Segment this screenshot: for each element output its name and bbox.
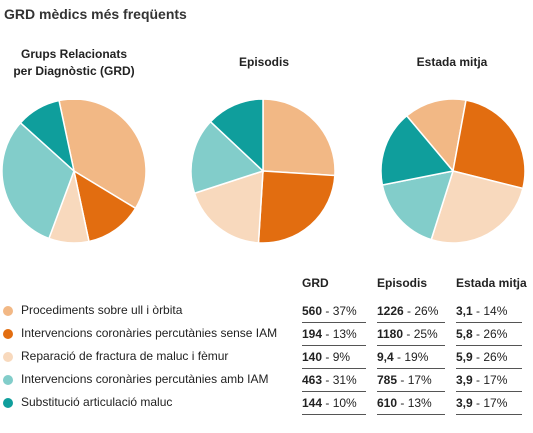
cell-episodis-pct: - 25% xyxy=(403,327,438,341)
cell-estada-value: 3,1 xyxy=(456,304,473,318)
cell-episodis: 1226 - 26% xyxy=(377,300,445,323)
cell-grd-pct: - 10% xyxy=(322,396,357,410)
row-label: Procediments sobre ull i òrbita xyxy=(21,303,183,317)
cell-grd: 144 - 10% xyxy=(302,392,366,415)
pie-chart-grd xyxy=(1,100,147,244)
pie-title-line: per Diagnòstic (GRD) xyxy=(13,64,135,78)
legend-dot-icon xyxy=(3,398,13,408)
cell-episodis: 610 - 13% xyxy=(377,392,445,415)
cell-episodis-count: 785 xyxy=(377,373,398,387)
cell-episodis-count: 1180 xyxy=(377,327,404,341)
cell-estada-pct: - 14% xyxy=(472,304,508,318)
row-label: Intervencions coronàries percutànies amb… xyxy=(21,372,269,386)
cell-grd: 463 - 31% xyxy=(302,369,366,392)
table-row: Reparació de fractura de maluc i fèmur 1… xyxy=(0,346,533,370)
cell-grd: 194 - 13% xyxy=(302,323,366,346)
cell-grd: 140 - 9% xyxy=(302,346,366,369)
pie-slice xyxy=(19,100,76,174)
cell-estada-pct: - 26% xyxy=(472,327,508,341)
pie-title-episodis: Episodis xyxy=(184,54,344,71)
pie-slice xyxy=(209,98,264,173)
cell-estada: 5,8 - 26% xyxy=(456,323,522,346)
pie-title-grd: Grups Relacionats per Diagnòstic (GRD) xyxy=(0,46,154,80)
cell-episodis-count: 1226 xyxy=(377,304,404,318)
pie-title-line: Episodis xyxy=(238,55,289,69)
cell-grd-pct: - 13% xyxy=(322,327,357,341)
cell-estada: 3,1 - 14% xyxy=(456,300,522,323)
pie-slice xyxy=(380,114,455,186)
column-header-grd: GRD xyxy=(302,276,329,290)
cell-episodis: 785 - 17% xyxy=(377,369,445,392)
cell-estada-value: 5,9 xyxy=(456,350,473,364)
cell-episodis-count: 610 xyxy=(377,396,398,410)
legend-dot-icon xyxy=(3,375,13,385)
pie-slice xyxy=(190,120,265,195)
cell-estada-value: 3,9 xyxy=(456,373,473,387)
cell-grd-count: 463 xyxy=(302,373,323,387)
cell-estada-value: 3,9 xyxy=(456,396,473,410)
cell-estada-pct: - 17% xyxy=(472,396,508,410)
cell-episodis-pct: - 26% xyxy=(403,304,439,318)
cell-episodis-pct: - 17% xyxy=(397,373,432,387)
cell-grd-count: 194 xyxy=(302,327,323,341)
cell-grd-count: 140 xyxy=(302,350,323,364)
pie-slice xyxy=(381,170,455,241)
page-title: GRD mèdics més freqüents xyxy=(4,6,187,22)
cell-grd-pct: - 37% xyxy=(322,304,357,318)
table-row: Substitució articulació maluc 144 - 10% … xyxy=(0,392,533,416)
cell-grd-pct: - 31% xyxy=(322,373,357,387)
legend-dot-icon xyxy=(3,306,13,316)
cell-estada-value: 5,8 xyxy=(456,327,473,341)
pie-chart-estada xyxy=(380,98,526,244)
cell-grd: 560 - 37% xyxy=(302,300,366,323)
cell-episodis-pct: - 19% xyxy=(393,350,429,364)
pie-slice xyxy=(72,169,137,243)
table-row: Intervencions coronàries percutànies amb… xyxy=(0,369,533,393)
cell-grd-pct: - 9% xyxy=(322,350,351,364)
pie-title-line: Grups Relacionats xyxy=(20,47,128,61)
pie-slice xyxy=(58,100,147,210)
legend-dot-icon xyxy=(3,329,13,339)
cell-estada-pct: - 17% xyxy=(472,373,508,387)
pie-slice xyxy=(257,170,336,244)
cell-episodis: 1180 - 25% xyxy=(377,323,445,346)
cell-estada: 3,9 - 17% xyxy=(456,369,522,392)
cell-episodis-pct: - 13% xyxy=(397,396,432,410)
pie-chart-episodis xyxy=(190,98,336,244)
cell-estada-pct: - 26% xyxy=(472,350,508,364)
pie-slice xyxy=(1,121,75,240)
pie-title-line: Estada mitja xyxy=(416,55,488,69)
column-header-estada: Estada mitja xyxy=(456,276,527,290)
column-header-episodis: Episodis xyxy=(377,276,428,290)
cell-estada: 5,9 - 26% xyxy=(456,346,522,369)
pie-title-estada: Estada mitja xyxy=(372,54,532,71)
cell-grd-count: 560 xyxy=(302,304,323,318)
table-row: Procediments sobre ull i òrbita 560 - 37… xyxy=(0,300,533,324)
cell-episodis: 9,4 - 19% xyxy=(377,346,445,369)
pie-slice xyxy=(452,99,526,190)
pie-slice xyxy=(430,170,524,244)
pie-slice xyxy=(262,98,336,177)
table-row: Intervencions coronàries percutànies sen… xyxy=(0,323,533,347)
row-label: Intervencions coronàries percutànies sen… xyxy=(21,326,278,340)
cell-episodis-count: 9,4 xyxy=(377,350,394,364)
pie-slice xyxy=(193,169,264,244)
pie-slice xyxy=(405,98,467,173)
cell-grd-count: 144 xyxy=(302,396,323,410)
row-label: Substitució articulació maluc xyxy=(21,395,173,409)
cell-estada: 3,9 - 17% xyxy=(456,392,522,415)
row-label: Reparació de fractura de maluc i fèmur xyxy=(21,349,229,363)
legend-dot-icon xyxy=(3,352,13,362)
